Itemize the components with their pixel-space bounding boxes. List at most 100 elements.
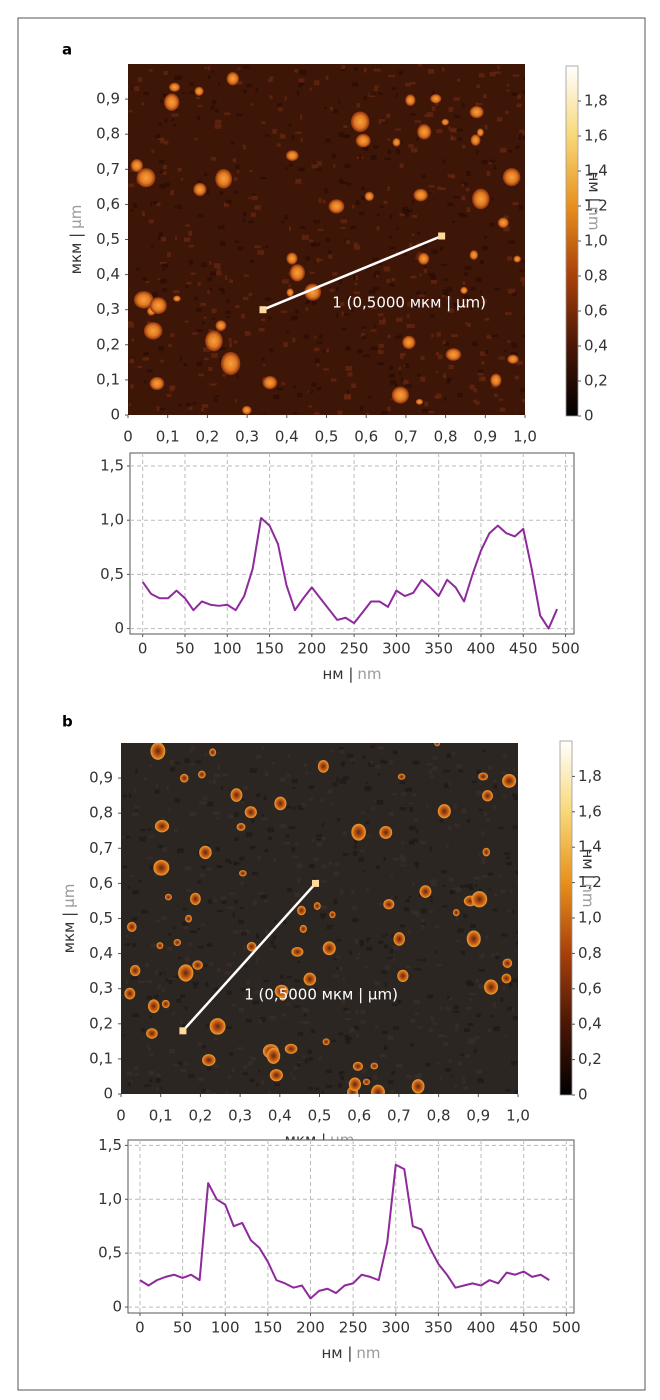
afm-texture — [313, 988, 318, 993]
afm-texture — [314, 336, 317, 339]
colorbar-tick-label: 1,0 — [578, 909, 602, 927]
afm-texture — [410, 112, 417, 116]
afm-texture — [188, 91, 196, 94]
afm-texture — [432, 1022, 438, 1025]
afm-texture — [522, 398, 525, 403]
afm-texture — [159, 184, 166, 189]
afm-texture — [197, 214, 204, 218]
afm-texture — [371, 807, 376, 811]
afm-texture — [339, 178, 344, 183]
y-axis-label-ru: мкм | — [60, 912, 78, 954]
afm-texture — [128, 793, 132, 798]
afm-texture — [324, 106, 327, 110]
afm-texture — [439, 1005, 442, 1011]
afm-texture — [461, 103, 465, 108]
afm-texture — [156, 202, 161, 207]
afm-texture — [135, 768, 138, 774]
afm-texture — [234, 862, 241, 865]
afm-texture — [264, 245, 269, 248]
afm-texture — [452, 1010, 459, 1014]
afm-texture — [184, 866, 192, 871]
afm-texture — [308, 863, 315, 869]
afm-texture — [520, 277, 525, 282]
afm-texture — [244, 929, 250, 934]
afm-texture — [201, 404, 209, 408]
afm-texture — [448, 107, 454, 112]
afm-texture — [313, 857, 319, 862]
x-tick-label: 400 — [467, 1319, 496, 1337]
afm-texture — [437, 1062, 441, 1065]
afm-texture — [337, 995, 345, 998]
afm-texture — [234, 399, 237, 403]
afm-particle — [441, 118, 449, 126]
afm-texture — [181, 177, 184, 181]
afm-texture — [360, 332, 365, 337]
afm-texture — [261, 318, 266, 322]
x-axis-label-en: nm — [357, 665, 381, 683]
afm-texture — [488, 162, 492, 165]
afm-texture — [374, 765, 381, 769]
afm-texture — [424, 114, 429, 118]
afm-texture — [177, 956, 181, 960]
afm-texture — [296, 863, 303, 869]
afm-texture — [152, 292, 158, 297]
afm-texture — [467, 322, 471, 327]
afm-texture — [243, 785, 249, 790]
afm-particle — [269, 1069, 283, 1082]
afm-texture — [382, 317, 386, 322]
afm-particle — [418, 252, 430, 265]
afm-texture — [158, 407, 165, 411]
afm-texture — [374, 87, 378, 92]
afm-texture — [425, 763, 433, 766]
afm-texture — [237, 246, 244, 251]
afm-texture — [454, 803, 457, 809]
afm-texture — [455, 916, 459, 921]
afm-particle — [351, 823, 366, 841]
afm-particle — [452, 908, 460, 917]
afm-texture — [250, 103, 254, 106]
afm-texture — [451, 1074, 454, 1077]
afm-texture — [269, 348, 274, 352]
afm-texture — [233, 177, 238, 181]
afm-texture — [268, 316, 273, 319]
afm-texture — [160, 262, 167, 265]
afm-texture — [141, 102, 145, 106]
afm-texture — [133, 1066, 139, 1071]
afm-texture — [340, 761, 345, 767]
afm-texture — [238, 1007, 245, 1013]
afm-texture — [397, 999, 402, 1004]
afm-texture — [234, 812, 239, 817]
afm-texture — [157, 137, 165, 141]
afm-texture — [164, 118, 168, 123]
afm-texture — [451, 752, 456, 755]
afm-texture — [404, 253, 407, 256]
afm-texture — [489, 72, 496, 77]
afm-texture — [366, 937, 371, 940]
afm-texture — [197, 946, 205, 949]
afm-texture — [499, 407, 506, 412]
afm-texture — [364, 786, 372, 792]
afm-texture — [238, 919, 244, 924]
afm-texture — [500, 997, 504, 1002]
afm-texture — [492, 1002, 497, 1008]
y-tick-label: 0,8 — [89, 804, 113, 822]
afm-texture — [475, 102, 478, 107]
afm-texture — [387, 138, 391, 141]
afm-texture — [507, 83, 510, 87]
afm-texture — [476, 790, 483, 796]
afm-particle — [161, 999, 170, 1009]
afm-texture — [258, 327, 265, 332]
afm-texture — [286, 805, 291, 809]
afm-texture — [308, 785, 315, 790]
afm-texture — [335, 939, 342, 942]
afm-texture — [399, 212, 406, 217]
afm-texture — [435, 351, 440, 356]
afm-texture — [316, 838, 322, 841]
afm-texture — [362, 326, 367, 330]
y-tick-label: 0,3 — [89, 979, 113, 997]
afm-texture — [316, 842, 323, 847]
afm-texture — [224, 970, 231, 975]
afm-texture — [236, 374, 239, 379]
afm-texture — [197, 1042, 202, 1047]
afm-texture — [453, 196, 460, 199]
